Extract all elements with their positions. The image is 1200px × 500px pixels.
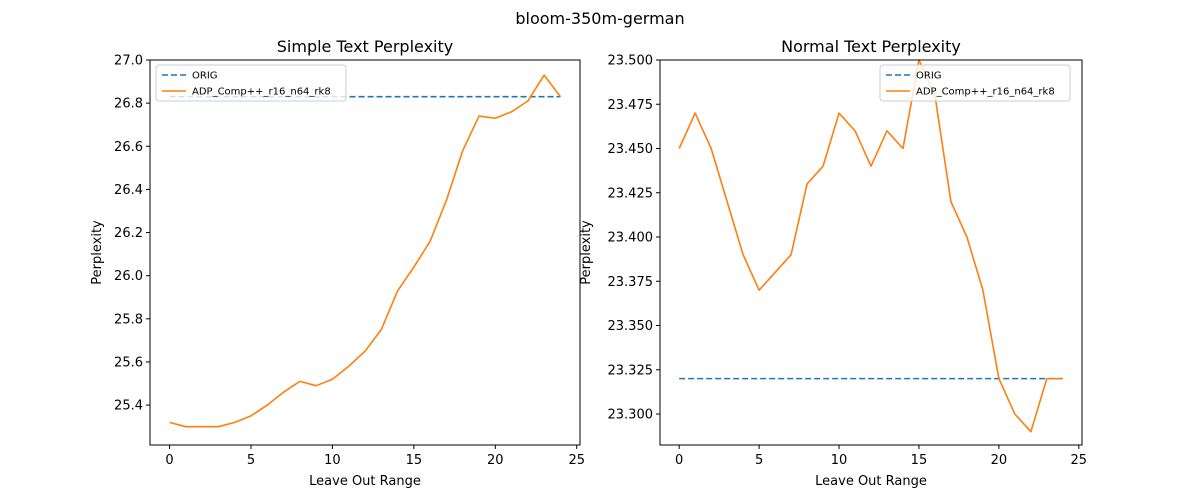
y-tick-label: 25.6 — [114, 355, 143, 370]
legend-label: ADP_Comp++_r16_n64_rk8 — [192, 87, 331, 98]
y-tick-label: 23.300 — [608, 408, 654, 423]
legend-box — [155, 64, 347, 102]
chart-simple-text: 0 5 10 15 20 25 25.4 25.6 25.8 26.0 26.2 26.4 26.6 26… — [90, 37, 585, 489]
legend: ORIG ADP_Comp++_r16_n64_rk8 — [155, 64, 347, 102]
y-tick-label: 23.500 — [608, 54, 654, 69]
x-tick-label: 0 — [165, 453, 173, 468]
legend-label: ORIG — [916, 71, 942, 82]
y-tick-label: 26.4 — [114, 183, 143, 198]
legend: ORIG ADP_Comp++_r16_n64_rk8 — [879, 64, 1071, 102]
x-tick-label: 5 — [247, 453, 255, 468]
y-axis-label: Perplexity — [579, 220, 594, 285]
x-axis-label: Leave Out Range — [815, 474, 927, 489]
chart-normal-text: 0 5 10 15 20 25 23.300 23.325 23.350 23.375 23.400… — [579, 37, 1087, 489]
y-tick-label: 23.325 — [608, 363, 654, 378]
y-tick-label: 26.0 — [114, 269, 143, 284]
x-tick-label: 10 — [324, 453, 341, 468]
x-axis-label: Leave Out Range — [309, 474, 421, 489]
y-tick-label: 26.6 — [114, 140, 143, 155]
x-tick-label: 5 — [755, 453, 763, 468]
x-tick-label: 20 — [991, 453, 1008, 468]
y-tick-label: 25.4 — [114, 399, 143, 414]
chart-title: Simple Text Perplexity — [277, 37, 453, 56]
chart-title: Normal Text Perplexity — [781, 37, 961, 56]
y-tick-label: 23.375 — [608, 275, 654, 290]
x-tick-label: 0 — [675, 453, 683, 468]
series-line-adp-comp — [678, 59, 1063, 433]
y-tick-label: 23.425 — [608, 186, 654, 201]
y-tick-label: 23.475 — [608, 98, 654, 113]
x-tick-label: 15 — [406, 453, 423, 468]
x-tick-label: 10 — [831, 453, 848, 468]
x-tick-label: 25 — [1071, 453, 1088, 468]
legend-label: ORIG — [192, 71, 218, 82]
y-tick-label: 23.350 — [608, 319, 654, 334]
y-tick-label: 23.400 — [608, 231, 654, 246]
y-tick-label: 26.2 — [114, 226, 143, 241]
y-axis-label: Perplexity — [90, 220, 105, 285]
x-tick-label: 20 — [487, 453, 504, 468]
legend-box — [879, 64, 1071, 102]
x-tick-label: 15 — [911, 453, 928, 468]
y-tick-label: 26.8 — [114, 97, 143, 112]
y-tick-label: 27.0 — [114, 54, 143, 69]
legend-label: ADP_Comp++_r16_n64_rk8 — [916, 87, 1055, 98]
y-tick-label: 25.8 — [114, 312, 143, 327]
figure-suptitle: bloom-350m-german — [515, 9, 684, 28]
series-line-adp-comp — [169, 74, 562, 428]
x-tick-label: 25 — [568, 453, 585, 468]
axes-frame — [659, 59, 1083, 446]
axes-frame — [149, 59, 581, 446]
y-tick-label: 23.450 — [608, 142, 654, 157]
